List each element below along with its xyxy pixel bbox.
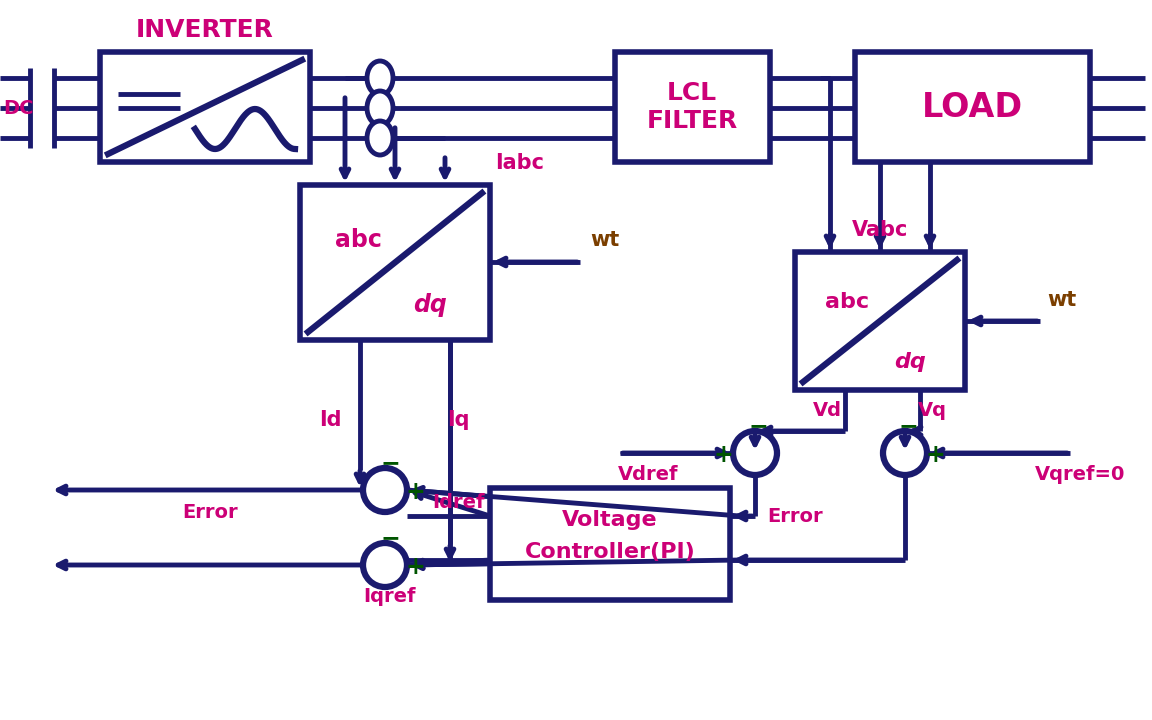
Ellipse shape (367, 121, 393, 155)
Text: dq: dq (414, 293, 447, 317)
Ellipse shape (367, 91, 393, 125)
Bar (100, 52, 310, 162)
Bar (795, 252, 965, 390)
Text: Id: Id (319, 410, 341, 430)
Text: wt: wt (590, 230, 620, 250)
Circle shape (363, 468, 407, 512)
Circle shape (882, 431, 927, 475)
Text: −: − (899, 414, 918, 438)
Text: Error: Error (767, 506, 823, 526)
Text: LCL
FILTER: LCL FILTER (646, 81, 737, 133)
Text: Vqref=0: Vqref=0 (1034, 466, 1126, 485)
Text: Idref: Idref (432, 493, 485, 513)
Bar (490, 488, 730, 600)
Bar (300, 185, 490, 340)
Text: wt: wt (1047, 290, 1077, 310)
Text: Iq: Iq (447, 410, 469, 430)
Text: +: + (406, 480, 425, 504)
Text: DC: DC (2, 99, 33, 117)
Text: Vdref: Vdref (617, 466, 679, 485)
Circle shape (363, 543, 407, 587)
Text: −: − (748, 414, 768, 438)
Ellipse shape (367, 61, 393, 95)
Text: Iqref: Iqref (364, 588, 416, 606)
Text: Voltage: Voltage (562, 510, 658, 530)
Circle shape (733, 431, 776, 475)
Text: −: − (380, 526, 400, 550)
Text: Controller(PI): Controller(PI) (524, 542, 696, 562)
Text: abc: abc (825, 292, 869, 312)
Text: dq: dq (894, 352, 926, 372)
Bar (615, 52, 770, 162)
Bar (855, 52, 1090, 162)
Text: Vabc: Vabc (851, 220, 908, 240)
Text: +: + (406, 555, 425, 579)
Text: INVERTER: INVERTER (136, 18, 274, 42)
Text: −: − (380, 451, 400, 475)
Text: +: + (925, 443, 945, 467)
Text: abc: abc (334, 228, 381, 252)
Text: Vq: Vq (917, 400, 947, 420)
Text: Error: Error (182, 503, 237, 521)
Text: Vd: Vd (812, 400, 841, 420)
Text: Iabc: Iabc (495, 153, 545, 173)
Text: LOAD: LOAD (922, 91, 1023, 124)
Text: +: + (713, 443, 733, 467)
